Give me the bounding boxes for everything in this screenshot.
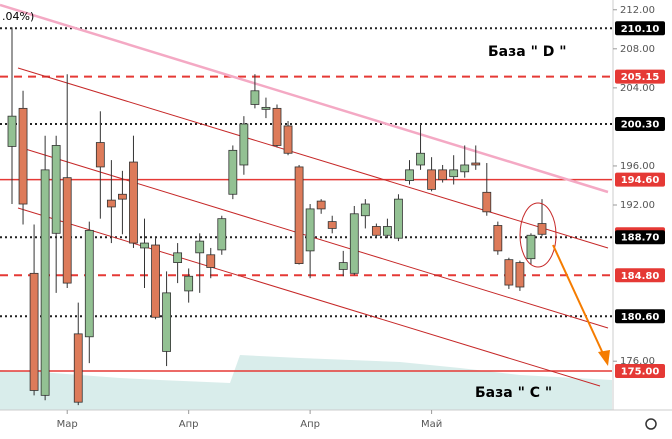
level-label: 175.00 <box>621 366 660 377</box>
trend-line <box>0 3 609 194</box>
candle-body <box>84 229 94 338</box>
level-label: 205.15 <box>621 72 660 83</box>
candle-body <box>73 333 83 403</box>
candle-body <box>405 169 414 181</box>
level-label-box <box>615 309 665 324</box>
candle-body <box>427 169 436 190</box>
level-label-box <box>615 116 665 131</box>
volume-area <box>0 355 612 410</box>
candle-body <box>416 152 425 166</box>
annotation: База " C " <box>475 385 552 401</box>
level-label: 180.60 <box>621 312 660 323</box>
candle-body <box>537 223 547 235</box>
x-tick-label: Апр <box>300 419 320 430</box>
candle-body <box>250 90 260 105</box>
candle-body <box>95 142 105 168</box>
candle-body <box>173 252 183 263</box>
candle-body <box>471 162 481 166</box>
candle-body <box>239 123 249 166</box>
candle-body <box>261 106 271 110</box>
candle-body <box>460 164 470 173</box>
channel-line <box>21 147 609 329</box>
candle-body <box>394 198 403 239</box>
level-label-box <box>615 230 665 245</box>
candle-body <box>51 145 61 234</box>
candle-body <box>504 259 514 286</box>
candle-body <box>449 169 459 178</box>
candle-body <box>371 226 381 236</box>
candle-body <box>162 292 171 352</box>
candle-body <box>7 115 17 147</box>
candle-body <box>129 161 138 244</box>
candle-body <box>118 193 127 200</box>
y-tick-label: 176.00 <box>620 356 655 367</box>
arrow <box>552 244 606 359</box>
x-tick-label: Апр <box>179 419 199 430</box>
y-tick-label: 192.00 <box>620 200 655 211</box>
candle-body <box>184 275 194 292</box>
candle-body <box>29 272 39 391</box>
level-label-box <box>615 268 665 283</box>
x-tick-label: Май <box>421 419 442 430</box>
candle-body <box>106 199 116 208</box>
candle-body <box>206 254 216 268</box>
candle-body <box>383 226 392 236</box>
candle-body <box>283 125 293 154</box>
x-tick-label: Мар <box>57 419 78 430</box>
y-tick-label: 204.00 <box>620 83 655 94</box>
level-label: 200.30 <box>621 119 660 130</box>
y-tick-label: 196.00 <box>620 161 655 172</box>
level-label: 194.60 <box>621 175 660 186</box>
candle-body <box>228 149 238 195</box>
candle-body <box>338 262 348 270</box>
candle-body <box>272 107 282 146</box>
candle-body <box>151 244 160 318</box>
candle-body <box>515 262 525 288</box>
candle-body <box>349 213 359 274</box>
candle-body <box>217 218 227 251</box>
channel-line <box>17 67 609 249</box>
candle-body <box>438 169 448 181</box>
candle-body <box>526 234 536 260</box>
channel-line <box>17 207 601 387</box>
level-label: 210.10 <box>621 24 660 35</box>
level-label: 188.70 <box>621 233 660 244</box>
candle-body <box>360 203 370 217</box>
candle-body <box>294 166 304 264</box>
candle-body <box>62 177 72 284</box>
candle-body <box>327 221 337 229</box>
candle-body <box>195 240 205 254</box>
candle-body <box>493 225 503 252</box>
level-label-box <box>615 363 665 378</box>
candle-body <box>140 242 149 249</box>
candle-body <box>482 191 492 213</box>
candle-body <box>316 200 326 210</box>
legend-fragment: .04%) <box>2 10 34 23</box>
annotation: База " D " <box>488 44 567 60</box>
arrow-head <box>598 350 610 366</box>
candle-body <box>18 107 28 205</box>
settings-icon[interactable] <box>645 418 657 430</box>
level-label-box <box>615 21 665 36</box>
circle-mark <box>519 202 557 268</box>
candle-body <box>305 208 315 252</box>
candle-body <box>40 169 50 396</box>
level-label-box <box>615 172 665 187</box>
level-label-box <box>615 69 665 84</box>
y-tick-label: 208.00 <box>620 44 655 55</box>
level-label: 184.80 <box>621 271 660 282</box>
y-tick-label: 212.00 <box>620 5 655 16</box>
